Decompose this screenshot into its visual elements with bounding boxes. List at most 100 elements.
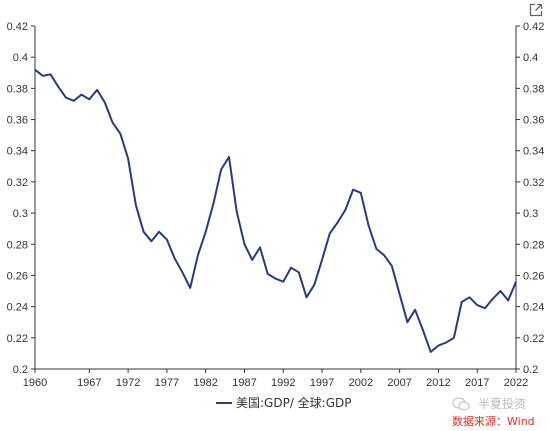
- data-point: [375, 248, 377, 250]
- data-point: [468, 296, 470, 298]
- y-tick-label-left: 0.34: [7, 146, 28, 158]
- data-point: [150, 240, 152, 242]
- x-tick-label: 1960: [23, 377, 47, 389]
- data-point: [57, 86, 59, 88]
- x-tick-label: 1977: [155, 377, 179, 389]
- data-point: [42, 75, 44, 77]
- data-point: [34, 68, 36, 70]
- data-point: [173, 257, 175, 259]
- data-point: [313, 284, 315, 286]
- data-point: [282, 280, 284, 282]
- legend-label: 美国:GDP/ 全球:GDP: [236, 395, 352, 410]
- data-point: [499, 290, 501, 292]
- y-tick-label-right: 0.22: [523, 333, 544, 345]
- data-point: [453, 337, 455, 339]
- data-point: [65, 97, 67, 99]
- y-tick-label-left: 0.2: [13, 364, 28, 376]
- data-point: [259, 246, 261, 248]
- data-point: [414, 309, 416, 311]
- y-tick-label-left: 0.4: [13, 52, 28, 64]
- data-point: [383, 254, 385, 256]
- data-point: [96, 89, 98, 91]
- data-point: [336, 221, 338, 223]
- data-point: [204, 231, 206, 233]
- y-tick-label-left: 0.24: [7, 302, 28, 314]
- data-point: [104, 101, 106, 103]
- data-point: [142, 231, 144, 233]
- y-tick-label-left: 0.26: [7, 270, 28, 282]
- y-tick-label-right: 0.26: [523, 270, 544, 282]
- data-point: [88, 98, 90, 100]
- data-point: [251, 259, 253, 261]
- y-tick-label-left: 0.22: [7, 333, 28, 345]
- wechat-logo-icon: [452, 397, 470, 411]
- data-point: [181, 271, 183, 273]
- y-tick-label-right: 0.4: [523, 52, 538, 64]
- data-point: [228, 156, 230, 158]
- series-group: [34, 68, 517, 353]
- x-tick-label: 2017: [465, 377, 489, 389]
- x-tick-label: 1967: [77, 377, 101, 389]
- x-tick-label: 1972: [116, 377, 140, 389]
- data-point: [49, 73, 51, 75]
- data-point: [437, 344, 439, 346]
- data-point: [243, 243, 245, 245]
- data-point: [220, 168, 222, 170]
- left-y-axis: 0.42 0.4 0.38 0.36 0.34 0.32 0.3 0.28 0.26 0.24 0.…: [7, 21, 35, 376]
- data-point: [135, 204, 137, 206]
- y-tick-label-left: 0.32: [7, 177, 28, 189]
- y-tick-label-right: 0.38: [523, 83, 544, 95]
- y-tick-label-left: 0.3: [13, 208, 28, 220]
- expand-icon[interactable]: [529, 3, 543, 17]
- data-point: [158, 231, 160, 233]
- x-tick-label: 2012: [426, 377, 450, 389]
- y-tick-label-left: 0.36: [7, 115, 28, 127]
- data-point: [274, 277, 276, 279]
- data-point: [212, 203, 214, 205]
- data-point: [429, 351, 431, 353]
- data-point: [236, 210, 238, 212]
- y-tick-label-right: 0.36: [523, 115, 544, 127]
- right-y-axis: 0.42 0.4 0.38 0.36 0.34 0.32 0.3 0.28 0.26 0.24 0.…: [516, 21, 544, 376]
- data-source-note: 数据来源：Wind: [452, 415, 535, 428]
- data-point: [476, 304, 478, 306]
- data-point: [80, 93, 82, 95]
- y-tick-label-right: 0.34: [523, 146, 544, 158]
- data-point: [344, 209, 346, 211]
- data-point: [391, 265, 393, 267]
- data-point: [515, 280, 517, 282]
- data-point: [360, 192, 362, 194]
- data-point: [492, 298, 494, 300]
- y-tick-label-left: 0.38: [7, 83, 28, 95]
- data-point: [406, 321, 408, 323]
- data-point: [73, 100, 75, 102]
- data-point: [367, 224, 369, 226]
- x-tick-label: 1997: [310, 377, 334, 389]
- watermark-brand: 半夏投资: [478, 397, 527, 411]
- x-tick-label: 2002: [349, 377, 373, 389]
- data-point: [422, 329, 424, 331]
- data-point: [507, 299, 509, 301]
- watermark: 半夏投资 数据来源：Wind: [452, 395, 550, 431]
- data-point: [398, 293, 400, 295]
- legend[interactable]: 美国:GDP/ 全球:GDP: [216, 395, 352, 410]
- y-tick-label-left: 0.42: [7, 21, 28, 33]
- x-tick-label: 1987: [232, 377, 256, 389]
- data-point: [267, 273, 269, 275]
- series-line: [34, 68, 517, 353]
- data-point: [321, 259, 323, 261]
- data-point: [445, 341, 447, 343]
- y-tick-label-right: 0.2: [523, 364, 538, 376]
- data-point: [460, 301, 462, 303]
- data-point: [127, 157, 129, 159]
- data-point: [305, 296, 307, 298]
- y-tick-label-right: 0.42: [523, 21, 544, 33]
- y-tick-label-right: 0.24: [523, 302, 544, 314]
- chart-axes: [34, 26, 517, 370]
- data-point: [166, 238, 168, 240]
- x-tick-label: 1982: [193, 377, 217, 389]
- y-tick-label-left: 0.28: [7, 239, 28, 251]
- data-point: [111, 121, 113, 123]
- data-point: [352, 189, 354, 191]
